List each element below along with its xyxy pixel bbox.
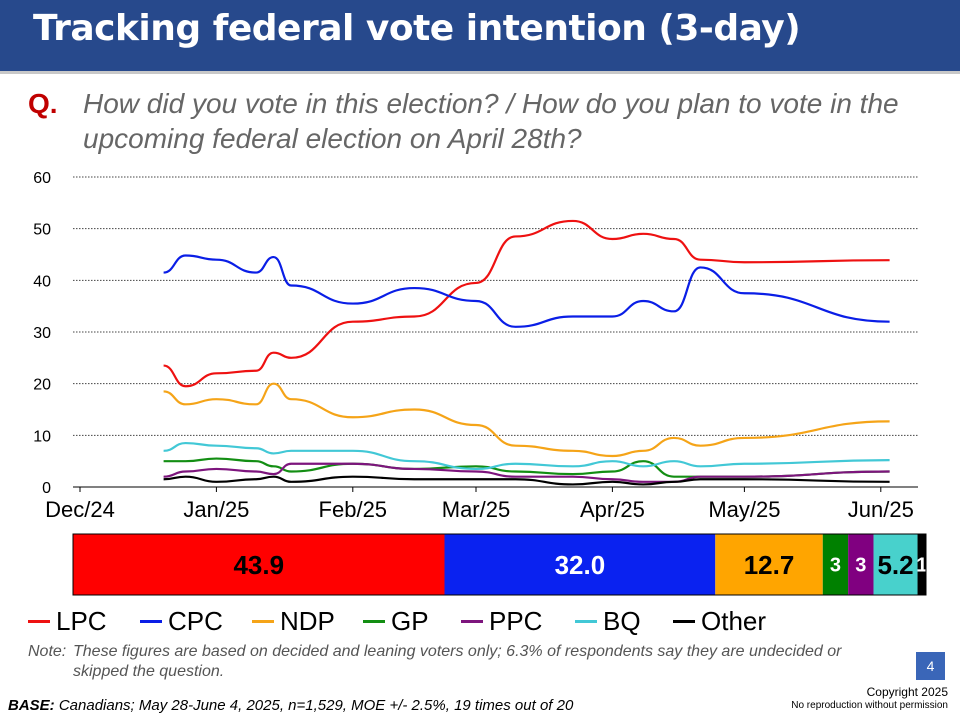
- bar-label-ndp: 12.7: [744, 550, 795, 580]
- legend-swatch: [28, 619, 50, 623]
- bar-segment-gp: [822, 534, 849, 595]
- legend-swatch: [252, 619, 274, 623]
- legend-item-bq: BQ: [575, 604, 641, 638]
- copyright-sub: No reproduction without permission: [791, 700, 948, 711]
- legend: LPC CPC NDP GP PPC BQ Other: [28, 604, 928, 638]
- x-tick-label: Feb/25: [319, 497, 388, 522]
- base-label: BASE:: [8, 697, 55, 714]
- copyright: Copyright 2025 No reproduction without p…: [791, 686, 948, 712]
- bar-segment-lpc: [73, 534, 445, 595]
- x-tick-label: Jun/25: [848, 497, 914, 522]
- x-tick-label: Dec/24: [45, 497, 115, 522]
- y-tick-label: 20: [33, 377, 51, 394]
- y-tick-label: 50: [33, 222, 51, 239]
- bar-segment-ppc: [848, 534, 874, 595]
- y-tick-label: 10: [33, 428, 51, 445]
- series-line-other: [163, 475, 890, 486]
- note-label: Note:: [28, 643, 67, 660]
- legend-label: NDP: [280, 605, 335, 636]
- series-line-lpc: [163, 219, 890, 388]
- bar-segment-other: [917, 534, 926, 595]
- title-bar: Tracking federal vote intention (3-day): [0, 0, 960, 74]
- question-label: Q.: [28, 88, 58, 119]
- series-line-ppc: [163, 462, 890, 483]
- stacked-result-bar: 43.9 32.0 12.7 3 3 5.2 1: [72, 533, 927, 596]
- bar-segment-cpc: [444, 534, 716, 595]
- question: Q. How did you vote in this election? / …: [28, 86, 948, 156]
- y-axis-ticks: 0 10 20 30 40 50 60: [33, 170, 51, 497]
- bar-label-cpc: 32.0: [555, 550, 606, 580]
- bar-label-bq: 5.2: [877, 550, 913, 580]
- x-tick-label: Jan/25: [183, 497, 249, 522]
- gridlines: [73, 176, 918, 488]
- bar-label-lpc: 43.9: [233, 550, 284, 580]
- legend-swatch: [363, 619, 385, 623]
- copyright-text: Copyright 2025: [866, 685, 948, 699]
- bar-segment-bq: [873, 534, 918, 595]
- series-line-cpc: [163, 254, 890, 328]
- bar-label-other: 1: [916, 555, 927, 577]
- legend-swatch: [140, 619, 162, 623]
- legend-item-gp: GP: [363, 604, 429, 638]
- x-tick-label: May/25: [708, 497, 780, 522]
- series-line-bq: [163, 441, 890, 471]
- legend-swatch: [673, 619, 695, 623]
- series-lines: [163, 219, 890, 486]
- legend-label: CPC: [168, 605, 223, 636]
- x-axis-ticks: Dec/24 Jan/25 Feb/25 Mar/25 Apr/25 May/25 Jun/…: [45, 487, 914, 522]
- bar-segment-ndp: [715, 534, 823, 595]
- y-tick-label: 30: [33, 325, 51, 342]
- legend-label: GP: [391, 605, 429, 636]
- base-line: BASE: Canadians; May 28-June 4, 2025, n=…: [8, 697, 573, 714]
- slide-title: Tracking federal vote intention (3-day): [33, 8, 801, 49]
- x-tick-label: Mar/25: [442, 497, 510, 522]
- legend-label: LPC: [56, 605, 107, 636]
- legend-item-cpc: CPC: [140, 604, 223, 638]
- y-tick-label: 0: [42, 480, 51, 497]
- legend-item-ppc: PPC: [461, 604, 542, 638]
- base-text: Canadians; May 28-June 4, 2025, n=1,529,…: [54, 697, 574, 714]
- x-tick-label: Apr/25: [580, 497, 645, 522]
- vote-intention-chart: 0 10 20 30 40 50 60 Dec/24 Jan/25 Feb/25 Mar/25 Ap…: [33, 170, 927, 596]
- question-text: How did you vote in this election? / How…: [83, 88, 899, 154]
- legend-label: Other: [701, 605, 767, 636]
- page-number: 4: [916, 652, 945, 680]
- bar-label-gp: 3: [830, 555, 841, 577]
- legend-swatch: [461, 619, 483, 623]
- legend-label: PPC: [489, 605, 543, 636]
- y-tick-label: 40: [33, 273, 51, 290]
- legend-label: BQ: [603, 605, 641, 636]
- y-tick-label: 60: [33, 170, 51, 187]
- bar-label-ppc: 3: [855, 555, 866, 577]
- series-line-ndp: [163, 382, 890, 458]
- legend-swatch: [575, 619, 597, 623]
- legend-item-other: Other: [673, 604, 766, 638]
- legend-item-ndp: NDP: [252, 604, 335, 638]
- note: Note: These figures are based on decided…: [28, 642, 883, 682]
- note-text: These figures are based on decided and l…: [73, 643, 842, 680]
- stacked-bar-outline: [72, 533, 927, 596]
- legend-item-lpc: LPC: [28, 604, 107, 638]
